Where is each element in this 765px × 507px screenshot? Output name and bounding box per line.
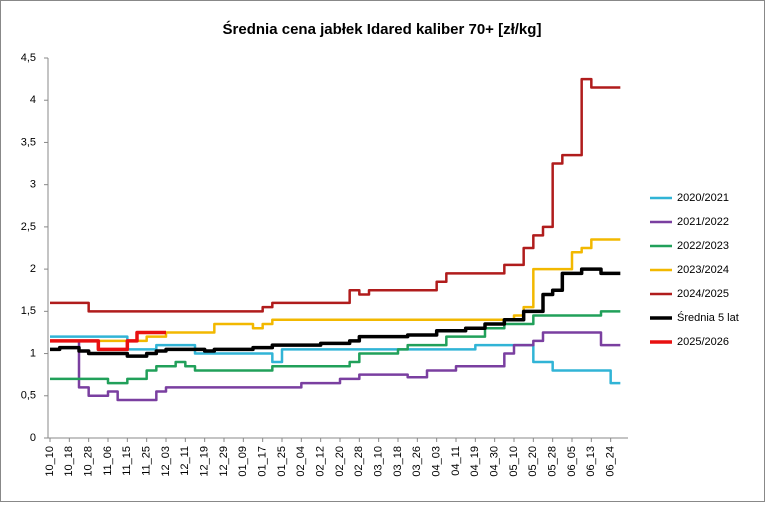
series-line bbox=[50, 238, 621, 343]
x-tick-label: 06_05 bbox=[566, 446, 578, 477]
x-tick-label: 06_24 bbox=[605, 446, 617, 477]
legend-label: Średnia 5 lat bbox=[677, 311, 739, 324]
legend-label: 2020/2021 bbox=[677, 192, 729, 204]
x-tick-label: 04_19 bbox=[469, 446, 481, 477]
x-tick-label: 10_10 bbox=[44, 446, 56, 477]
legend-label: 2023/2024 bbox=[677, 264, 729, 276]
y-tick-label: 2 bbox=[30, 263, 36, 275]
x-tick-label: 05_28 bbox=[547, 446, 559, 477]
x-tick-label: 11_06 bbox=[102, 446, 114, 476]
series-line bbox=[50, 331, 621, 402]
x-tick-label: 11_25 bbox=[141, 446, 153, 476]
x-tick-label: 12_03 bbox=[160, 446, 172, 477]
series-line bbox=[50, 330, 166, 352]
x-tick-label: 12_19 bbox=[199, 446, 211, 477]
x-tick-label: 12_29 bbox=[218, 446, 230, 477]
x-tick-label: 01_25 bbox=[276, 446, 288, 477]
legend-label: 2022/2023 bbox=[677, 240, 729, 252]
x-tick-label: 06_13 bbox=[585, 446, 597, 477]
y-tick-label: 0 bbox=[30, 432, 36, 444]
x-tick-label: 10_28 bbox=[83, 446, 95, 477]
y-tick-label: 0,5 bbox=[21, 390, 36, 402]
legend-label: 2021/2022 bbox=[677, 216, 729, 228]
series-line bbox=[50, 77, 621, 313]
y-tick-label: 3,5 bbox=[21, 136, 36, 148]
x-tick-label: 02_28 bbox=[353, 446, 365, 477]
x-tick-label: 01_17 bbox=[257, 446, 269, 477]
x-tick-label: 11_15 bbox=[121, 446, 133, 476]
y-tick-label: 1,5 bbox=[21, 305, 36, 317]
x-tick-label: 03_18 bbox=[392, 446, 404, 477]
x-tick-label: 05_10 bbox=[508, 446, 520, 477]
y-tick-label: 4,5 bbox=[21, 52, 36, 64]
y-tick-label: 1 bbox=[30, 347, 36, 359]
x-tick-label: 03_10 bbox=[373, 446, 385, 477]
y-tick-label: 4 bbox=[30, 94, 36, 106]
series-line bbox=[50, 267, 621, 358]
x-tick-label: 03_26 bbox=[411, 446, 423, 477]
x-tick-label: 02_12 bbox=[315, 446, 327, 477]
legend-label: 2024/2025 bbox=[677, 288, 729, 300]
x-tick-label: 10_18 bbox=[63, 446, 75, 477]
y-tick-label: 2,5 bbox=[21, 221, 36, 233]
x-tick-label: 12_11 bbox=[179, 446, 191, 476]
x-tick-label: 04_11 bbox=[450, 446, 462, 476]
x-tick-label: 01_09 bbox=[237, 446, 249, 477]
legend-label: 2025/2026 bbox=[677, 336, 729, 348]
x-tick-label: 04_30 bbox=[489, 446, 501, 477]
series-line bbox=[50, 335, 621, 385]
series-line bbox=[50, 310, 621, 385]
x-tick-label: 04_03 bbox=[431, 446, 443, 477]
x-tick-label: 02_20 bbox=[334, 446, 346, 477]
chart-title: Średnia cena jabłek Idared kaliber 70+ [… bbox=[223, 20, 542, 38]
y-tick-label: 3 bbox=[30, 179, 36, 191]
x-tick-label: 02_04 bbox=[295, 446, 307, 477]
x-tick-label: 05_20 bbox=[527, 446, 539, 477]
